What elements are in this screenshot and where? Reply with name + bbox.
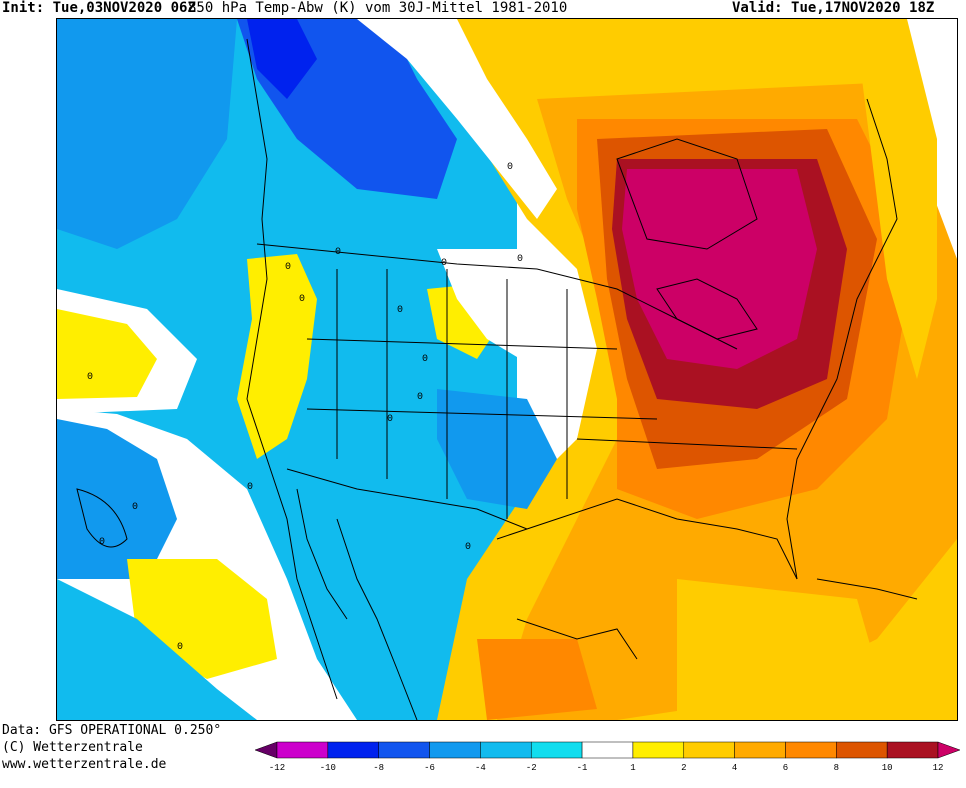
anomaly-map-canvas: 0 0 0 0 0 0 0 0 0 0 0 0 0 0 0 0 [57,19,957,720]
legend-tick-label: 6 [783,763,788,773]
coastlines [76,38,918,720]
legend-tick-label: 10 [882,763,893,773]
zero-contour-west [76,488,128,548]
contour-label: 0 [422,354,428,365]
color-legend: -12 -10 -8 -6 -4 -2 -1 1 2 4 6 8 10 12 [255,741,960,773]
contour-label: 0 [177,642,183,653]
legend-swatch [886,741,939,759]
valid-label: Valid: [732,0,783,16]
legend-swatch [429,741,481,759]
legend-tick-label: 2 [681,763,686,773]
yellow-pacific-northwest [237,254,317,459]
hudson-bay [616,138,758,250]
contour-label: 0 [465,542,471,553]
legend-swatch [632,741,685,759]
contour-label: 0 [99,537,105,548]
copyright: (C) Wetterzentrale [2,740,143,755]
init-time: Init: Tue,03NOV2020 06Z [2,0,196,16]
contour-label: 0 [441,258,447,269]
legend-tick-label: -12 [269,763,285,773]
legend-tick-label: 12 [933,763,944,773]
east-coastline [786,98,898,580]
legend-swatch [734,741,786,759]
legend-tick-label: -6 [424,763,435,773]
valid-value: Tue,17NOV2020 18Z [791,0,935,16]
legend-tick-label: -2 [526,763,537,773]
map-title: 850 hPa Temp-Abw (K) vom 30J-Mittel 1981… [188,0,568,16]
website-link[interactable]: www.wetterzentrale.de [2,757,167,772]
baja-coastline [296,488,348,620]
legend-tick-label: 8 [834,763,839,773]
legend-tick-label: -10 [320,763,336,773]
valid-time: Valid: Tue,17NOV2020 18Z [732,0,934,16]
contour-label: 0 [247,482,253,493]
legend-swatch [836,741,888,759]
mexico-coastline [336,518,418,720]
great-lakes [656,278,758,340]
data-source: Data: GFS OPERATIONAL 0.250° [2,723,222,738]
cold-ocean-sw [57,419,177,579]
legend-swatch [276,741,329,759]
contour-label: 0 [285,262,291,273]
legend-arrow-high [937,741,960,759]
legend-tick-label: -8 [373,763,384,773]
extreme-cold-core [247,19,317,99]
colder-plains [437,389,557,509]
legend-swatch [327,741,379,759]
legend-swatch [581,741,634,759]
state-line-6 [306,338,618,350]
legend-swatches [255,741,960,759]
contour-label: 0 [299,294,305,305]
contour-label: 0 [417,392,423,403]
legend-swatch [378,741,430,759]
contour-label: 0 [335,247,341,258]
state-line-8 [576,438,798,450]
white-west-strip [57,289,197,414]
legend-swatch [480,741,532,759]
legend-swatch [683,741,735,759]
contour-label: 0 [397,305,403,316]
yucatan-coastline [516,618,638,660]
west-coastline [246,38,338,700]
legend-swatch [530,741,583,759]
legend-tick-label: -4 [475,763,486,773]
white-central-us [437,249,597,399]
yellow-gulf [677,579,877,720]
legend-tick-label: 4 [732,763,737,773]
colder-north [57,19,237,249]
contour-label: 0 [507,162,513,173]
cuba-coastline [816,578,918,600]
init-value: Tue,03NOV2020 06Z [52,0,196,16]
contour-label: 0 [87,372,93,383]
contour-labels: 0 0 0 0 0 0 0 0 0 0 0 0 0 0 0 0 [87,162,523,653]
slightly-warm-ne [857,19,937,379]
contour-label: 0 [387,414,393,425]
extreme-warm-core [622,169,817,369]
anomaly-map: 0 0 0 0 0 0 0 0 0 0 0 0 0 0 0 0 [56,18,958,721]
legend-tick-label: -1 [577,763,588,773]
legend-tick-label: 1 [630,763,635,773]
white-north-boundary [357,19,557,219]
init-label: Init: [2,0,45,16]
state-line-7 [306,408,658,420]
legend-swatch [785,741,837,759]
southern-warm-spot [477,639,597,720]
gulf-coastline [496,498,798,580]
cold-ocean-south [57,579,257,720]
us-mexico-border [286,468,528,530]
contour-label: 0 [132,502,138,513]
contour-label: 0 [517,254,523,265]
legend-arrow-low [255,741,278,759]
legend-labels: -12 -10 -8 -6 -4 -2 -1 1 2 4 6 8 10 12 [269,763,944,773]
